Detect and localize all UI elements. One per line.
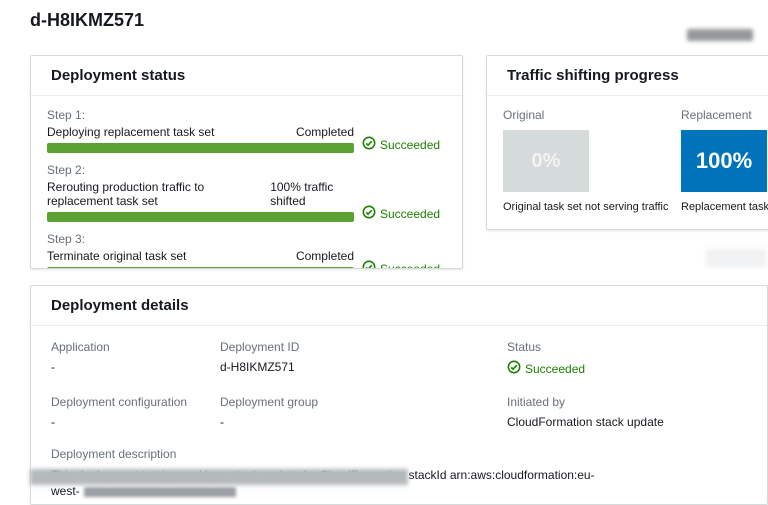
page-title: d-H8IKMZ571 xyxy=(30,10,145,30)
field-initiated-by: Initiated by CloudFormation stack update xyxy=(507,395,747,429)
original-percent: 0% xyxy=(531,149,561,172)
step-3-status-badge: Succeeded xyxy=(362,260,441,269)
step-3-progress-bar xyxy=(47,267,354,268)
application-label: Application xyxy=(51,340,110,354)
deployment-details-title: Deployment details xyxy=(31,286,767,326)
step-2-label: Step 2: xyxy=(47,163,86,177)
step-1-label: Step 1: xyxy=(47,108,86,122)
original-percent-box: 0% xyxy=(503,130,589,192)
step-3-result: Completed xyxy=(295,249,354,263)
status-value: Succeeded xyxy=(525,361,586,376)
initiated-by-label: Initiated by xyxy=(507,395,566,409)
step-1-status-badge: Succeeded xyxy=(362,136,440,153)
initiated-by-value: CloudFormation stack update xyxy=(507,415,664,429)
field-status: Status Succeeded xyxy=(507,340,747,377)
step-1-status-text: Succeeded xyxy=(380,137,441,152)
status-label: Status xyxy=(507,340,542,354)
traffic-shifting-title: Traffic shifting progress xyxy=(487,56,768,96)
replacement-task-set-column: Replacement 100% Replacement task set se… xyxy=(681,108,768,213)
application-value: - xyxy=(51,360,55,374)
replacement-caption: Replacement task set serving traffic xyxy=(681,201,768,213)
replacement-percent-box: 100% xyxy=(681,130,767,192)
field-application: Application - xyxy=(51,340,220,377)
deployment-step-1: Step 1: Deploying replacement task set C… xyxy=(47,108,446,153)
deployment-id-value: d-H8IKMZ571 xyxy=(220,360,295,374)
check-circle-icon xyxy=(362,136,376,153)
deployment-step-2: Step 2: Rerouting production traffic to … xyxy=(47,163,446,222)
step-1-result: Completed xyxy=(295,125,354,139)
traffic-shifting-card: Traffic shifting progress Original 0% Or… xyxy=(486,55,768,230)
deployment-configuration-value: - xyxy=(51,415,55,429)
step-3-label: Step 3: xyxy=(47,232,86,246)
deployment-description-label: Deployment description xyxy=(51,447,177,461)
deployment-configuration-label: Deployment configuration xyxy=(51,395,188,409)
check-circle-icon xyxy=(362,260,376,268)
deployment-status-title: Deployment status xyxy=(31,56,462,96)
step-3-name: Terminate original task set xyxy=(47,249,187,263)
deployment-details-card: Deployment details Application - Deploym… xyxy=(30,285,768,505)
check-circle-icon xyxy=(362,205,376,222)
original-caption: Original task set not serving traffic xyxy=(503,201,669,213)
redacted-text-inline xyxy=(83,486,236,497)
deployment-group-value: - xyxy=(220,415,224,429)
field-deployment-group: Deployment group - xyxy=(220,395,507,429)
replacement-label: Replacement xyxy=(681,108,752,122)
deployment-group-label: Deployment group xyxy=(220,395,319,409)
step-3-status-text: Succeeded xyxy=(380,261,441,269)
step-2-result: 100% traffic shifted xyxy=(270,180,334,208)
redacted-region-mid-right xyxy=(706,249,766,267)
step-2-name: Rerouting production traffic to replacem… xyxy=(47,180,205,208)
step-2-status-text: Succeeded xyxy=(380,206,441,221)
field-deployment-configuration: Deployment configuration - xyxy=(51,395,220,429)
field-deployment-id: Deployment ID d-H8IKMZ571 xyxy=(220,340,507,377)
deployment-description-line-2: west- xyxy=(51,483,747,499)
deployment-step-3: Step 3: Terminate original task set Comp… xyxy=(47,232,446,269)
check-circle-icon xyxy=(507,360,521,377)
original-label: Original xyxy=(503,108,545,122)
deployment-id-label: Deployment ID xyxy=(220,340,300,354)
deployment-status-body: Step 1: Deploying replacement task set C… xyxy=(31,96,462,269)
original-task-set-column: Original 0% Original task set not servin… xyxy=(503,108,681,213)
step-1-name: Deploying replacement task set xyxy=(47,125,215,139)
step-1-progress-bar xyxy=(47,143,354,153)
status-badge: Succeeded xyxy=(507,360,747,377)
redacted-text-bottom xyxy=(30,469,408,485)
step-2-status-badge: Succeeded xyxy=(362,205,440,222)
replacement-percent: 100% xyxy=(695,148,753,173)
deployment-status-card: Deployment status Step 1: Deploying repl… xyxy=(30,55,463,269)
redacted-text-top-right xyxy=(687,29,753,41)
step-2-progress-bar xyxy=(47,212,354,222)
